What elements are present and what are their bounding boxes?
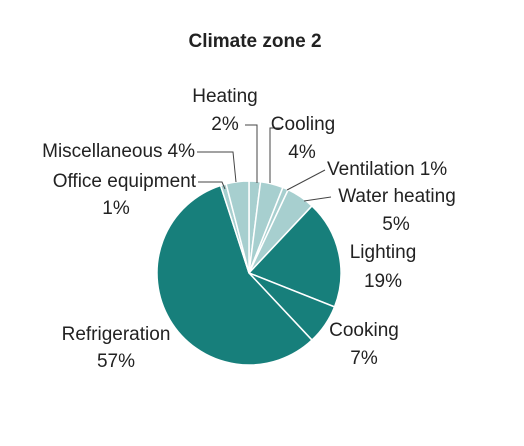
slice-value-label: 7%	[350, 348, 378, 369]
slice-value-label: 4%	[288, 142, 316, 163]
slice-value-label: 57%	[97, 351, 135, 372]
slice-value-label: 5%	[382, 214, 410, 235]
leader-line	[197, 151, 237, 183]
leader-line	[245, 124, 258, 183]
chart-title: Climate zone 2	[188, 31, 321, 52]
pie-slice	[225, 180, 250, 274]
slice-value-label: 1%	[102, 198, 130, 219]
slice-label: Office equipment	[53, 171, 197, 192]
slice-value-label: 1%	[420, 159, 448, 180]
slice-label: Miscellaneous 4%	[42, 141, 195, 162]
slice-label: Heating	[192, 86, 258, 107]
slice-label: Refrigeration	[62, 324, 171, 345]
slice-label: Water heating	[338, 186, 456, 207]
slice-label: Lighting	[350, 242, 417, 263]
leader-line	[286, 169, 326, 191]
leader-line	[198, 181, 226, 190]
slice-value-label: 19%	[364, 271, 402, 292]
slice-category: Miscellaneous	[42, 141, 162, 162]
slice-label: Cooling	[271, 114, 335, 135]
slice-value-label: 2%	[211, 114, 239, 135]
leader-line	[303, 196, 332, 202]
slice-label: Ventilation 1%	[327, 159, 447, 180]
leader-line	[269, 127, 282, 183]
slice-label: Cooking	[329, 320, 399, 341]
pie-slice	[156, 184, 314, 366]
slice-category: Ventilation	[327, 159, 415, 180]
slice-value-label: 4%	[168, 141, 196, 162]
